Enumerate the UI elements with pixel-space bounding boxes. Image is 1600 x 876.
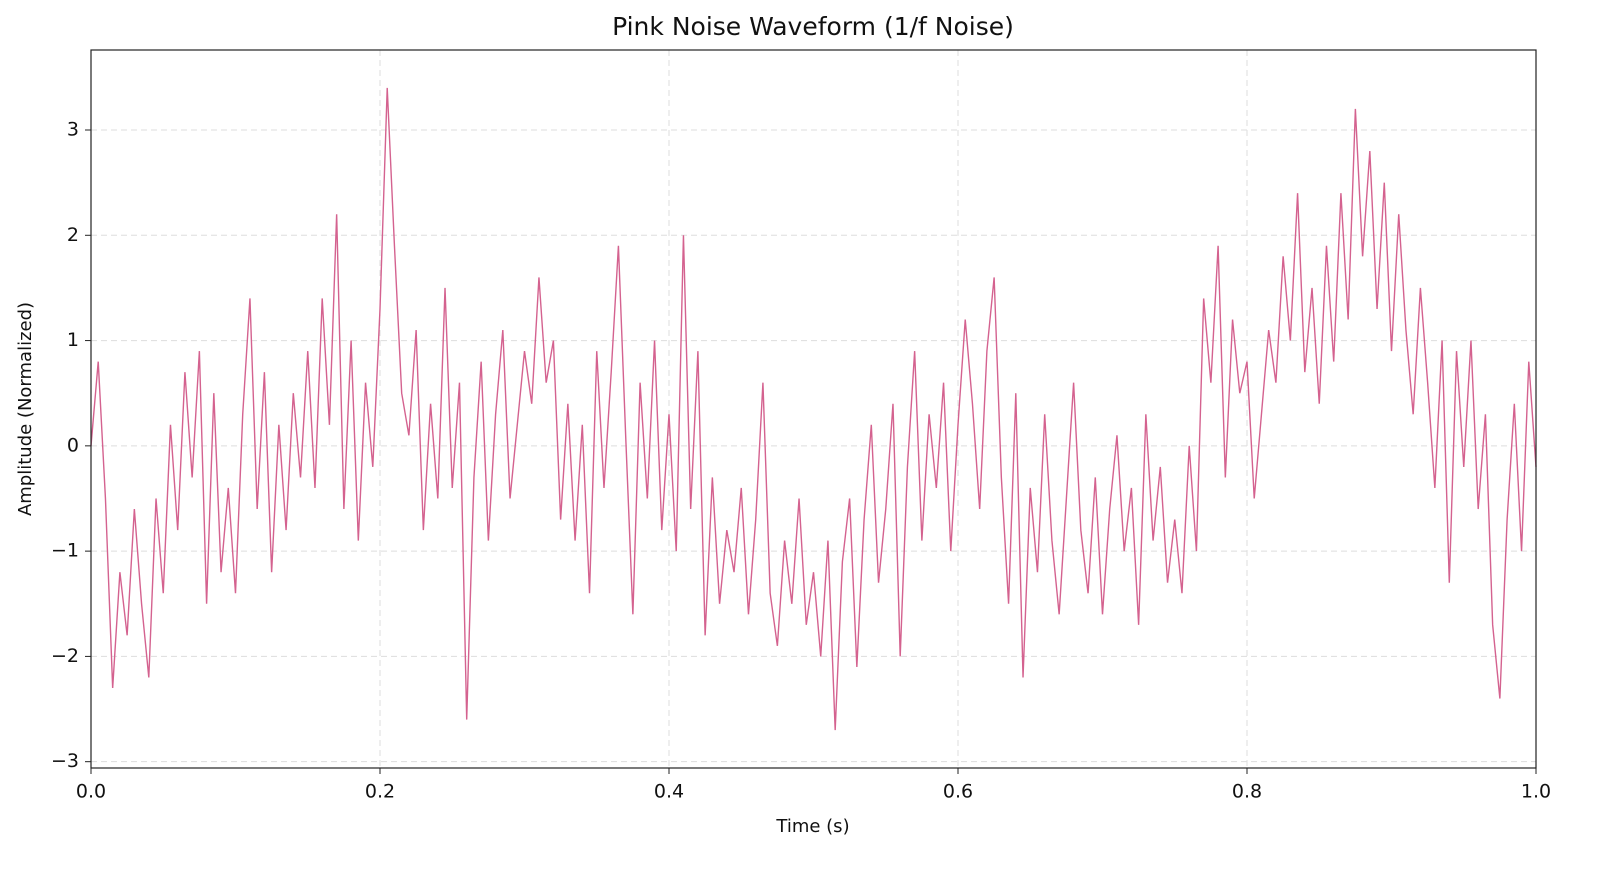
x-tick-label: 0.8 bbox=[1232, 781, 1262, 803]
x-tick-label: 0.0 bbox=[76, 781, 106, 803]
y-axis-label: Amplitude (Normalized) bbox=[15, 302, 36, 516]
chart-title: Pink Noise Waveform (1/f Noise) bbox=[612, 12, 1014, 41]
data-line bbox=[90, 87, 1537, 731]
y-tick-label: −3 bbox=[51, 750, 79, 772]
y-tick-label: −1 bbox=[51, 540, 79, 562]
y-tick-label: 1 bbox=[67, 329, 79, 351]
y-tick-label: 3 bbox=[67, 119, 79, 141]
x-axis-label: Time (s) bbox=[775, 816, 849, 837]
y-tick-label: −2 bbox=[51, 645, 79, 667]
plot-frame bbox=[90, 49, 1537, 769]
x-tick-label: 1.0 bbox=[1521, 781, 1551, 803]
x-tick-label: 0.4 bbox=[654, 781, 684, 803]
y-tick-label: 2 bbox=[67, 224, 79, 246]
x-tick-label: 0.6 bbox=[943, 781, 973, 803]
y-tick-label: 0 bbox=[67, 434, 79, 456]
x-tick-label: 0.2 bbox=[365, 781, 395, 803]
